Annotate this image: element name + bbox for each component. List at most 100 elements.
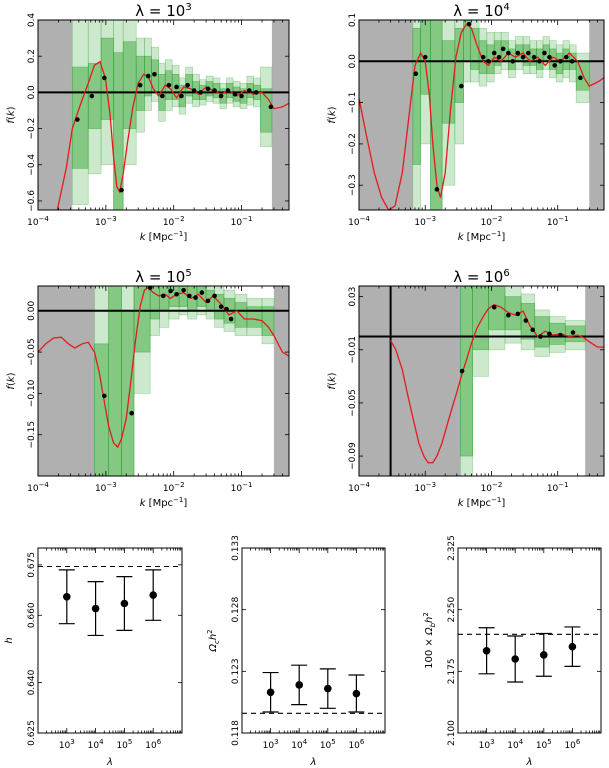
excluded-region bbox=[271, 20, 289, 210]
x-tick-label: 10−2 bbox=[163, 215, 185, 228]
x-label-unit: [Mpc bbox=[146, 498, 174, 509]
x-label-exp: −1 bbox=[173, 496, 183, 504]
data-point bbox=[91, 604, 100, 613]
x-tick-label: 10−1 bbox=[231, 215, 253, 228]
x-tick-label: 10−2 bbox=[163, 481, 185, 494]
y-tick-label: 0.133 bbox=[231, 535, 241, 561]
data-point bbox=[578, 75, 583, 81]
axes-frame bbox=[37, 547, 183, 734]
y-tick-label: −0.01 bbox=[348, 336, 358, 364]
data-point bbox=[191, 88, 197, 93]
data-point bbox=[486, 59, 491, 64]
data-point bbox=[537, 59, 542, 64]
x-tick-exp: 6 bbox=[360, 738, 365, 746]
x-tick-exp: 4 bbox=[303, 738, 308, 746]
x-tick-label: 10−2 bbox=[481, 215, 503, 228]
y-tick-label: 0.123 bbox=[231, 658, 241, 684]
x-tick-exp: −2 bbox=[492, 215, 502, 223]
x-tick-base: 10 bbox=[231, 218, 243, 228]
data-point bbox=[193, 295, 198, 300]
error-band-inner bbox=[108, 286, 122, 476]
x-tick-base: 10 bbox=[95, 218, 107, 228]
x-tick-label: 10−3 bbox=[414, 215, 436, 228]
plot-area bbox=[242, 664, 385, 714]
x-label-close: ] bbox=[183, 232, 187, 243]
y-label-k: k bbox=[6, 109, 17, 116]
x-tick-label: 106 bbox=[348, 738, 364, 751]
data-point bbox=[569, 59, 575, 64]
data-point bbox=[205, 86, 211, 92]
error-band-inner bbox=[122, 41, 137, 129]
x-tick-exp: −3 bbox=[106, 215, 116, 223]
y-label-prefix: 100 × bbox=[424, 635, 435, 669]
error-band-inner bbox=[159, 286, 170, 312]
x-tick-base: 10 bbox=[320, 741, 332, 751]
panel-title: λ = 104 bbox=[453, 2, 509, 20]
error-band-inner bbox=[472, 286, 489, 351]
data-point bbox=[160, 93, 165, 99]
data-point bbox=[564, 54, 569, 60]
x-axis-label: λ bbox=[526, 757, 533, 768]
x-tick-label: 10−3 bbox=[414, 481, 436, 494]
y-tick-label: −0.05 bbox=[348, 389, 358, 417]
x-tick-exp: 5 bbox=[331, 738, 335, 746]
data-point bbox=[558, 332, 563, 338]
x-tick-base: 10 bbox=[59, 741, 71, 751]
x-tick-base: 10 bbox=[348, 218, 360, 228]
x-tick-label: 106 bbox=[564, 738, 580, 751]
x-tick-base: 10 bbox=[145, 741, 157, 751]
x-tick-label: 105 bbox=[536, 738, 552, 751]
data-point bbox=[547, 54, 552, 60]
y-tick-label: 2.250 bbox=[447, 597, 457, 623]
y-axis-label: f(k) bbox=[327, 106, 338, 123]
x-tick-label: 105 bbox=[116, 738, 132, 751]
y-tick-label: −0.4 bbox=[27, 154, 37, 176]
data-point bbox=[102, 75, 107, 81]
y-axis-label: f(k) bbox=[6, 372, 17, 389]
x-tick-exp: −2 bbox=[492, 481, 502, 489]
x-tick-label: 104 bbox=[88, 738, 104, 751]
y-label-var: h bbox=[208, 634, 219, 640]
data-point bbox=[225, 88, 231, 93]
x-label-var: k bbox=[140, 232, 147, 243]
x-tick-base: 10 bbox=[481, 218, 493, 228]
x-tick-exp: −1 bbox=[242, 215, 252, 223]
x-tick-label: 105 bbox=[320, 738, 336, 751]
error-band-inner bbox=[121, 310, 135, 476]
data-point bbox=[239, 93, 244, 99]
x-tick-exp: −4 bbox=[39, 215, 50, 223]
data-point bbox=[166, 82, 172, 88]
x-tick-label: 103 bbox=[479, 738, 495, 751]
y-label-var: h bbox=[424, 617, 435, 623]
data-point bbox=[547, 331, 552, 337]
data-point bbox=[538, 334, 543, 339]
data-point bbox=[232, 91, 238, 97]
data-point bbox=[530, 327, 536, 333]
data-point bbox=[174, 291, 179, 297]
x-tick-exp: −1 bbox=[242, 481, 252, 489]
x-tick-base: 10 bbox=[564, 741, 576, 751]
excluded-region bbox=[585, 286, 604, 476]
data-point bbox=[137, 82, 143, 88]
y-tick-label: 0.128 bbox=[231, 597, 241, 623]
data-point bbox=[324, 684, 332, 693]
data-point bbox=[506, 50, 511, 56]
data-point bbox=[187, 293, 192, 299]
x-label-var: k bbox=[458, 232, 465, 243]
data-point bbox=[89, 93, 95, 99]
data-point bbox=[515, 311, 521, 317]
excluded-region bbox=[38, 20, 73, 210]
error-band-inner bbox=[412, 27, 421, 165]
x-tick-base: 10 bbox=[547, 218, 559, 228]
data-point bbox=[119, 187, 124, 193]
error-band-inner bbox=[133, 286, 151, 353]
axes-frame bbox=[457, 547, 602, 734]
title-base: λ = 10 bbox=[453, 268, 503, 286]
y-tick-label: 0.640 bbox=[27, 669, 37, 695]
x-tick-label: 10−3 bbox=[95, 481, 117, 494]
x-tick-exp: 4 bbox=[99, 738, 104, 746]
